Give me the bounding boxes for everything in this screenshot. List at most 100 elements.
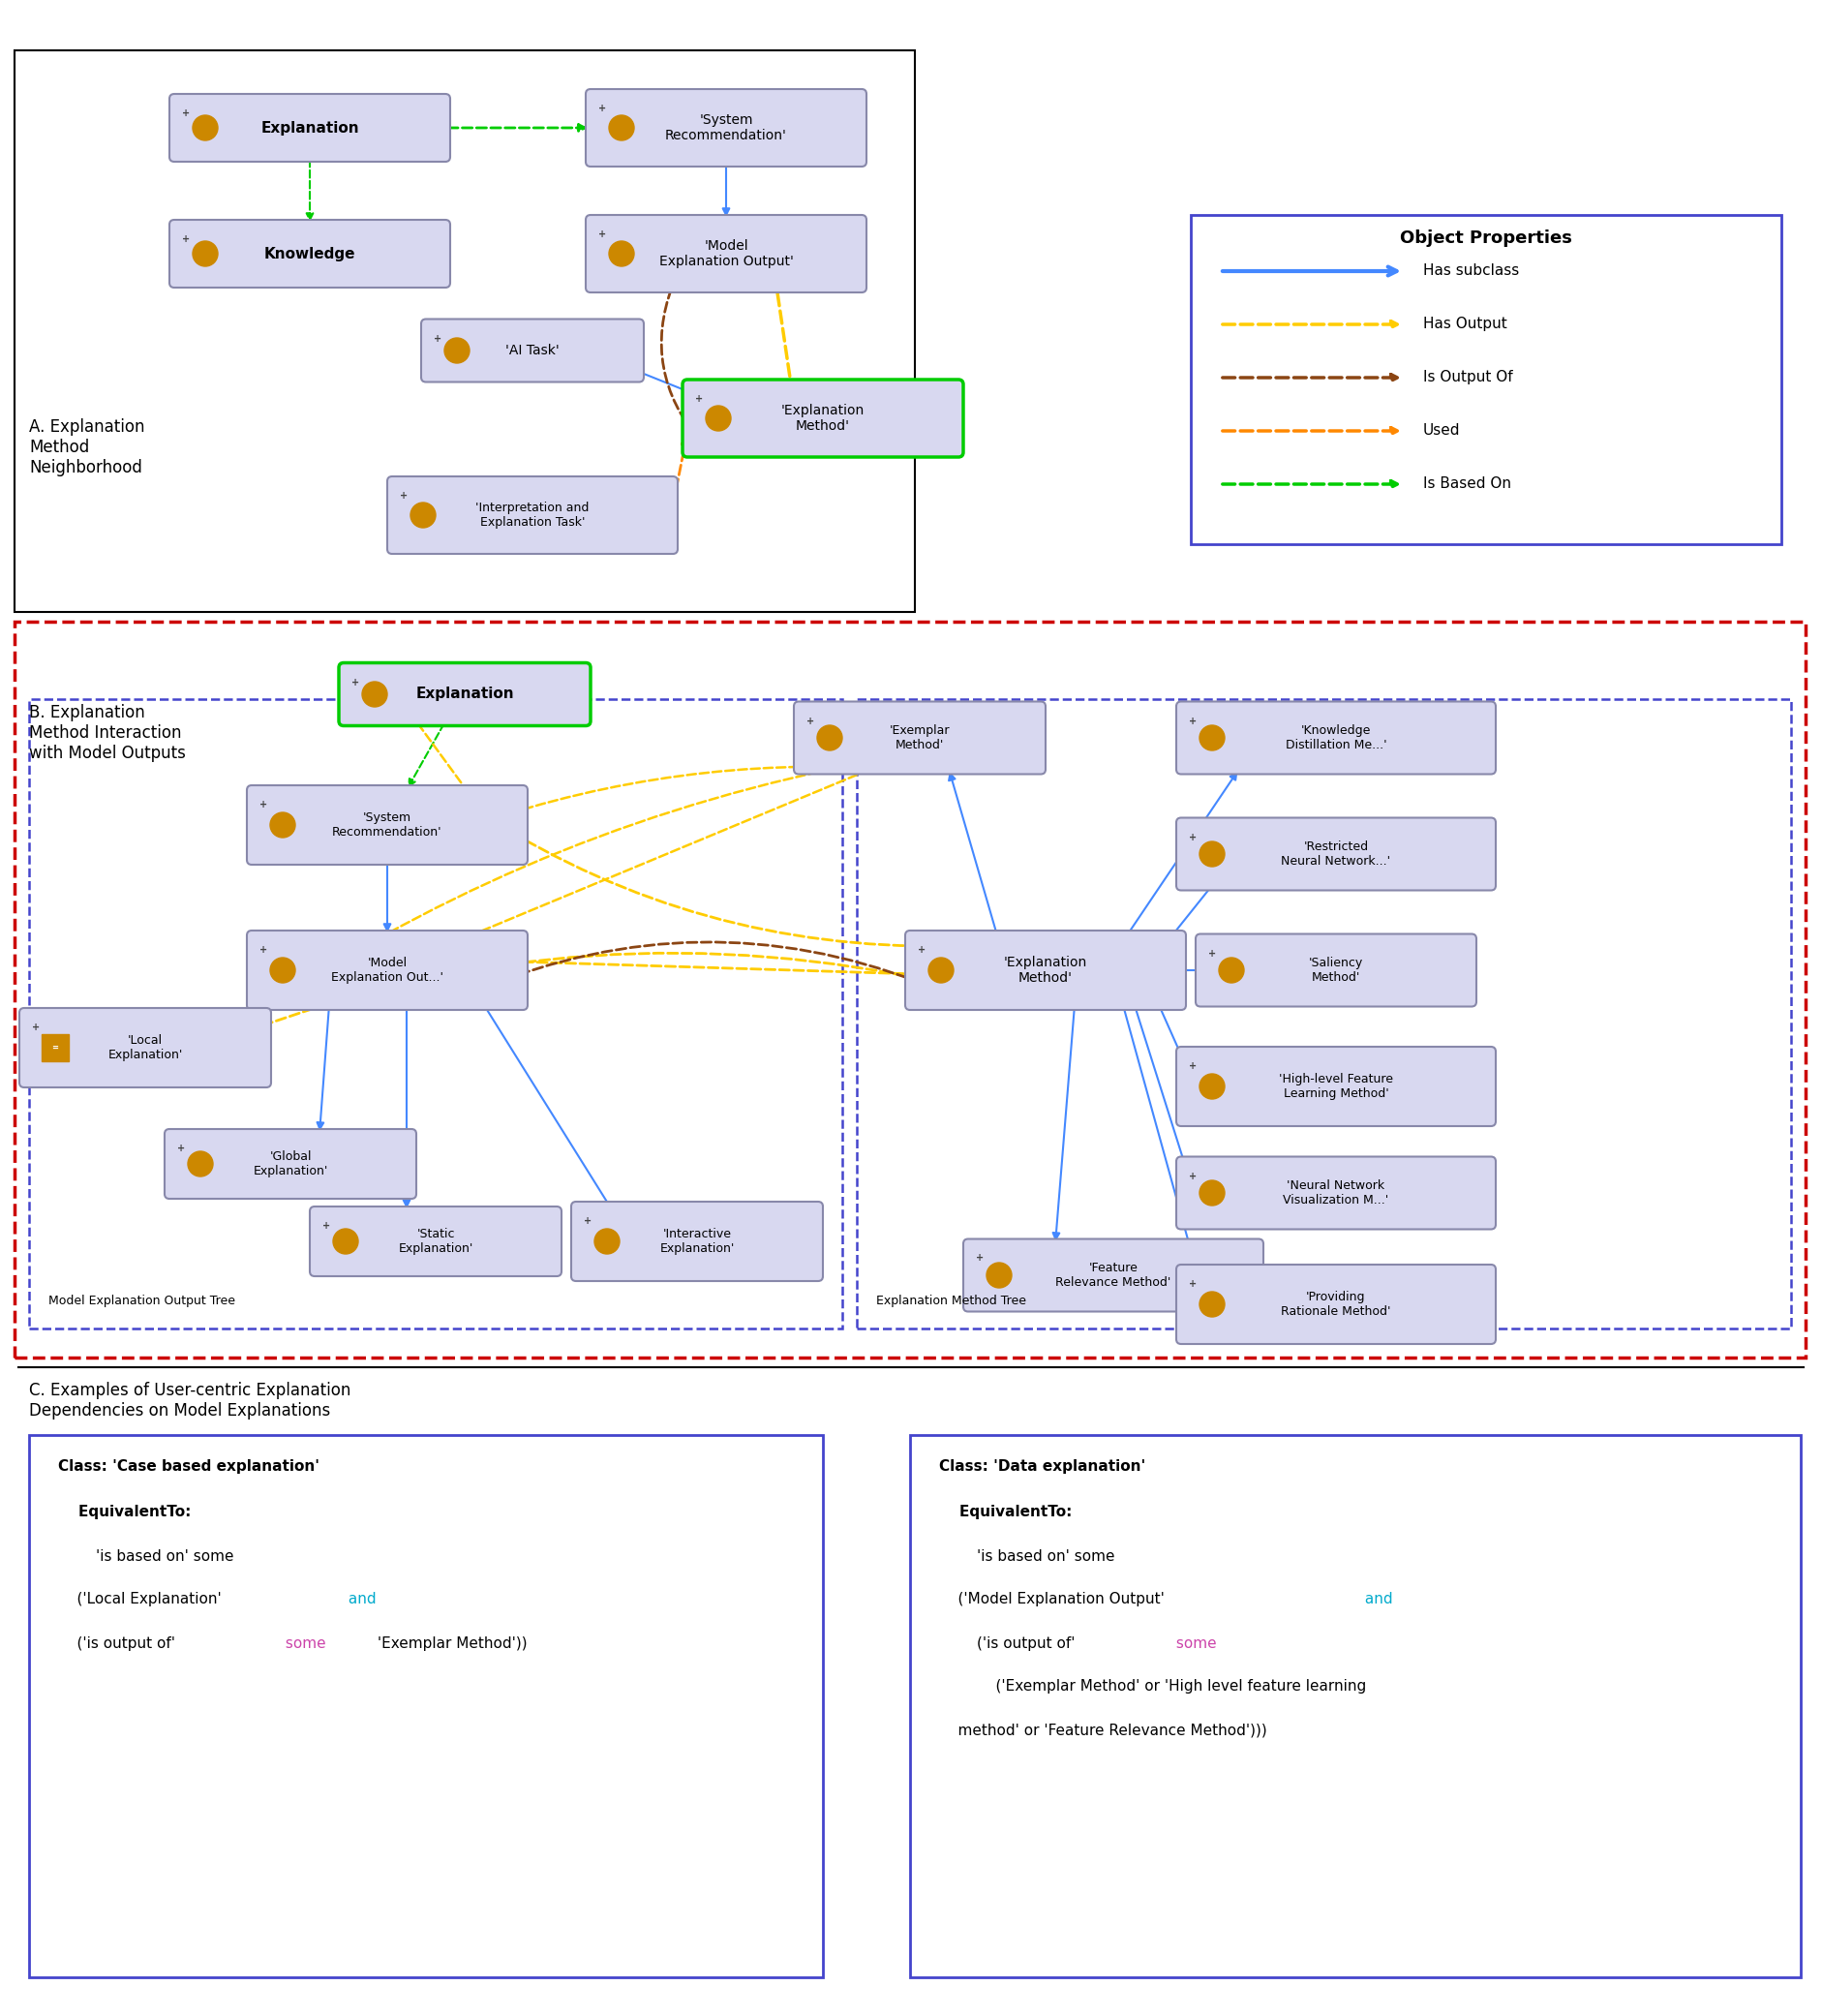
Circle shape xyxy=(594,1230,619,1254)
Circle shape xyxy=(1199,1075,1224,1099)
Text: +: + xyxy=(918,946,926,956)
Text: Used: Used xyxy=(1423,423,1461,437)
Text: 'Exemplar
Method': 'Exemplar Method' xyxy=(889,724,949,752)
Text: +: + xyxy=(399,492,408,500)
Text: +: + xyxy=(694,393,703,403)
FancyBboxPatch shape xyxy=(1177,1046,1496,1127)
Circle shape xyxy=(1199,841,1224,867)
Text: method' or 'Feature Relevance Method'))): method' or 'Feature Relevance Method'))) xyxy=(938,1724,1266,1738)
FancyBboxPatch shape xyxy=(20,1008,271,1087)
Text: +: + xyxy=(259,946,268,956)
Circle shape xyxy=(193,115,219,141)
FancyBboxPatch shape xyxy=(246,931,528,1010)
Text: Has Output: Has Output xyxy=(1423,317,1507,333)
Text: 'Interpretation and
Explanation Task': 'Interpretation and Explanation Task' xyxy=(476,502,589,528)
Text: Has subclass: Has subclass xyxy=(1423,264,1520,278)
Text: Object Properties: Object Properties xyxy=(1399,230,1572,246)
Text: 'Model
Explanation Out...': 'Model Explanation Out...' xyxy=(332,958,443,984)
FancyBboxPatch shape xyxy=(683,379,964,458)
Text: +: + xyxy=(182,234,189,244)
Text: some: some xyxy=(281,1637,326,1651)
Text: Explanation Method Tree: Explanation Method Tree xyxy=(876,1294,1026,1306)
Text: 'Knowledge
Distillation Me...': 'Knowledge Distillation Me...' xyxy=(1285,724,1387,752)
Bar xyxy=(15,50,915,613)
Circle shape xyxy=(1219,958,1244,984)
FancyBboxPatch shape xyxy=(1177,1157,1496,1230)
Circle shape xyxy=(410,502,435,528)
Text: Class: 'Case based explanation': Class: 'Case based explanation' xyxy=(58,1460,319,1474)
FancyBboxPatch shape xyxy=(585,216,867,292)
Circle shape xyxy=(1199,1292,1224,1316)
Circle shape xyxy=(363,681,388,708)
Text: 'Interactive
Explanation': 'Interactive Explanation' xyxy=(660,1228,734,1254)
Text: 'Local
Explanation': 'Local Explanation' xyxy=(107,1034,182,1060)
Text: ('Exemplar Method' or 'High level feature learning: ('Exemplar Method' or 'High level featur… xyxy=(938,1679,1366,1693)
Text: Model Explanation Output Tree: Model Explanation Output Tree xyxy=(49,1294,235,1306)
Text: A. Explanation
Method
Neighborhood: A. Explanation Method Neighborhood xyxy=(29,417,144,476)
Text: Class: 'Data explanation': Class: 'Data explanation' xyxy=(938,1460,1146,1474)
FancyBboxPatch shape xyxy=(1177,1264,1496,1345)
FancyBboxPatch shape xyxy=(169,220,450,288)
Text: +: + xyxy=(259,800,268,810)
Text: 'System
Recommendation': 'System Recommendation' xyxy=(332,810,443,839)
Bar xyxy=(909,1435,1800,1978)
Bar xyxy=(856,700,1791,1329)
Text: 'Feature
Relevance Method': 'Feature Relevance Method' xyxy=(1055,1262,1172,1288)
Text: 'Providing
Rationale Method': 'Providing Rationale Method' xyxy=(1281,1290,1390,1318)
Circle shape xyxy=(445,339,470,363)
Text: EquivalentTo:: EquivalentTo: xyxy=(58,1504,191,1520)
Text: 'Exemplar Method')): 'Exemplar Method')) xyxy=(374,1637,527,1651)
Text: Explanation: Explanation xyxy=(415,687,514,702)
FancyBboxPatch shape xyxy=(906,931,1186,1010)
Text: 'is based on' some: 'is based on' some xyxy=(58,1548,233,1564)
Text: ('is output of': ('is output of' xyxy=(58,1637,175,1651)
Text: Knowledge: Knowledge xyxy=(264,246,355,260)
Text: +: + xyxy=(434,333,441,343)
Circle shape xyxy=(333,1230,359,1254)
Circle shape xyxy=(1199,1179,1224,1206)
FancyBboxPatch shape xyxy=(570,1202,824,1280)
FancyBboxPatch shape xyxy=(169,95,450,161)
Circle shape xyxy=(705,405,731,431)
Text: 'High-level Feature
Learning Method': 'High-level Feature Learning Method' xyxy=(1279,1073,1394,1101)
Text: 'AI Task': 'AI Task' xyxy=(505,345,559,357)
Bar xyxy=(29,700,842,1329)
FancyBboxPatch shape xyxy=(421,319,643,381)
Text: 'System
Recommendation': 'System Recommendation' xyxy=(665,113,787,143)
FancyBboxPatch shape xyxy=(1177,702,1496,774)
Text: +: + xyxy=(598,103,607,113)
Circle shape xyxy=(609,242,634,266)
Circle shape xyxy=(193,242,219,266)
FancyBboxPatch shape xyxy=(794,702,1046,774)
Text: 'Saliency
Method': 'Saliency Method' xyxy=(1308,958,1363,984)
Text: +: + xyxy=(1188,1060,1197,1070)
Text: +: + xyxy=(33,1022,40,1032)
Text: +: + xyxy=(1188,716,1197,726)
Text: ('Model Explanation Output': ('Model Explanation Output' xyxy=(938,1593,1164,1607)
Text: Explanation: Explanation xyxy=(261,121,359,135)
FancyBboxPatch shape xyxy=(246,786,528,865)
Text: +: + xyxy=(977,1254,984,1264)
Text: and: and xyxy=(1361,1593,1392,1607)
Text: +: + xyxy=(1188,833,1197,843)
FancyBboxPatch shape xyxy=(1177,818,1496,891)
Text: B. Explanation
Method Interaction
with Model Outputs: B. Explanation Method Interaction with M… xyxy=(29,704,186,762)
Circle shape xyxy=(816,726,842,750)
Text: +: + xyxy=(807,716,814,726)
Text: 'Explanation
Method': 'Explanation Method' xyxy=(782,403,865,433)
Text: +: + xyxy=(352,677,359,687)
Text: 'Explanation
Method': 'Explanation Method' xyxy=(1004,956,1088,986)
Circle shape xyxy=(1199,726,1224,750)
Circle shape xyxy=(986,1262,1011,1288)
Text: some: some xyxy=(1172,1637,1217,1651)
Text: +: + xyxy=(322,1222,330,1230)
Text: 'Neural Network
Visualization M...': 'Neural Network Visualization M...' xyxy=(1283,1179,1388,1206)
FancyBboxPatch shape xyxy=(585,89,867,167)
FancyBboxPatch shape xyxy=(310,1206,561,1276)
Text: C. Examples of User-centric Explanation
Dependencies on Model Explanations: C. Examples of User-centric Explanation … xyxy=(29,1381,352,1419)
Text: +: + xyxy=(1208,948,1215,958)
Text: +: + xyxy=(598,230,607,240)
Circle shape xyxy=(929,958,953,984)
Circle shape xyxy=(188,1151,213,1177)
Text: ('is output of': ('is output of' xyxy=(938,1637,1075,1651)
